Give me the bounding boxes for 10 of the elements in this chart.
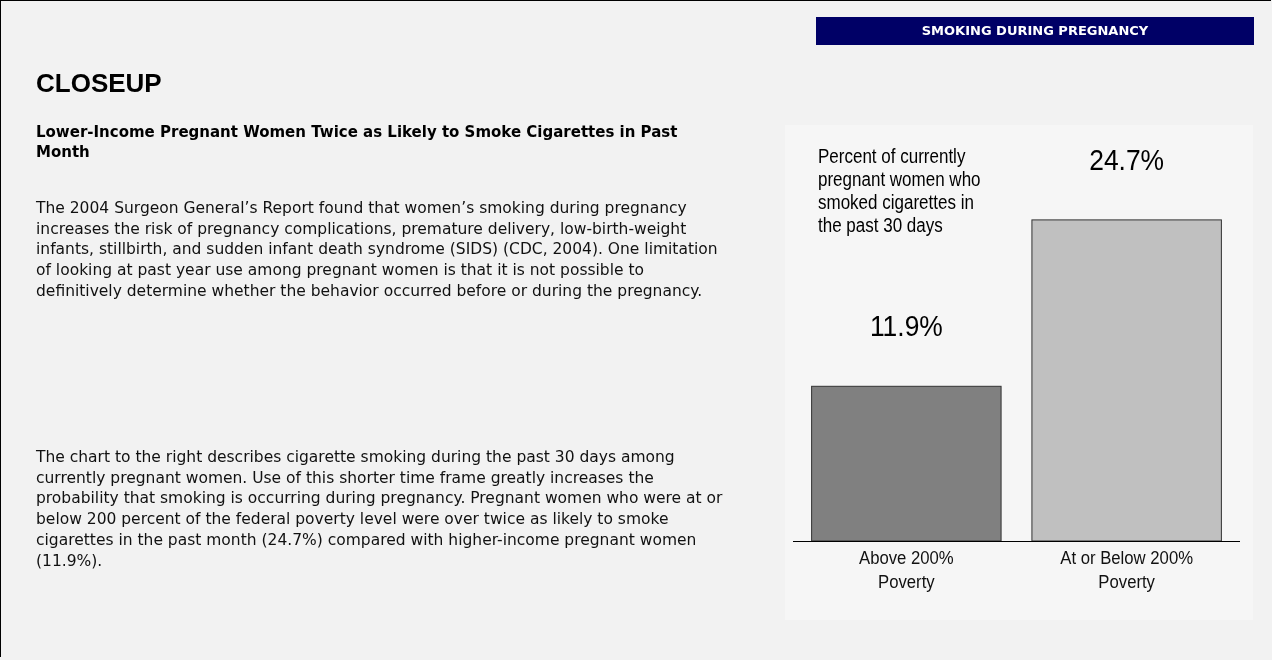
data-label: 11.9% — [869, 308, 943, 343]
text: Lower-Income Pregnant Women Twice as Likely to Smoke Cigarettes in Past Month — [36, 122, 679, 162]
x-tick-label: Above 200% Poverty — [858, 547, 954, 593]
text: The chart to the right describes cigarette smoking during the past 30 days among currently pregnant women. Use of this shorter time frame greatly increases the probability that smoking is occurring during pregnancy. Pregnant women who were at or below 200 percent of the federal poverty level were over twice as likely to smoke cigarettes in the past month (24.7%) compared with higher-income pregnant women (11.9%). — [36, 447, 724, 572]
text: SMOKING DURING PREGNANCY — [816, 17, 1254, 45]
text: CLOSEUP — [36, 68, 162, 99]
text: The 2004 Surgeon General’s Report found that women’s smoking during pregnancy increases the risk of pregnancy complications, premature delivery, low-birth-weight infants, stillbirth, and sudden infant death syndrome (SIDS) (CDC, 2004). One limitation of looking at past year use among pregnant women is that it is not possible to definitively determine whether the behavior occurred before or during the pregnancy. — [36, 198, 719, 302]
y-axis-title: Percent of currently pregnant women who smoked cigarettes in the past 30 days — [818, 145, 982, 237]
x-tick-label: At or Below 200% Poverty — [1060, 547, 1194, 593]
data-label: 24.7% — [1089, 142, 1165, 177]
